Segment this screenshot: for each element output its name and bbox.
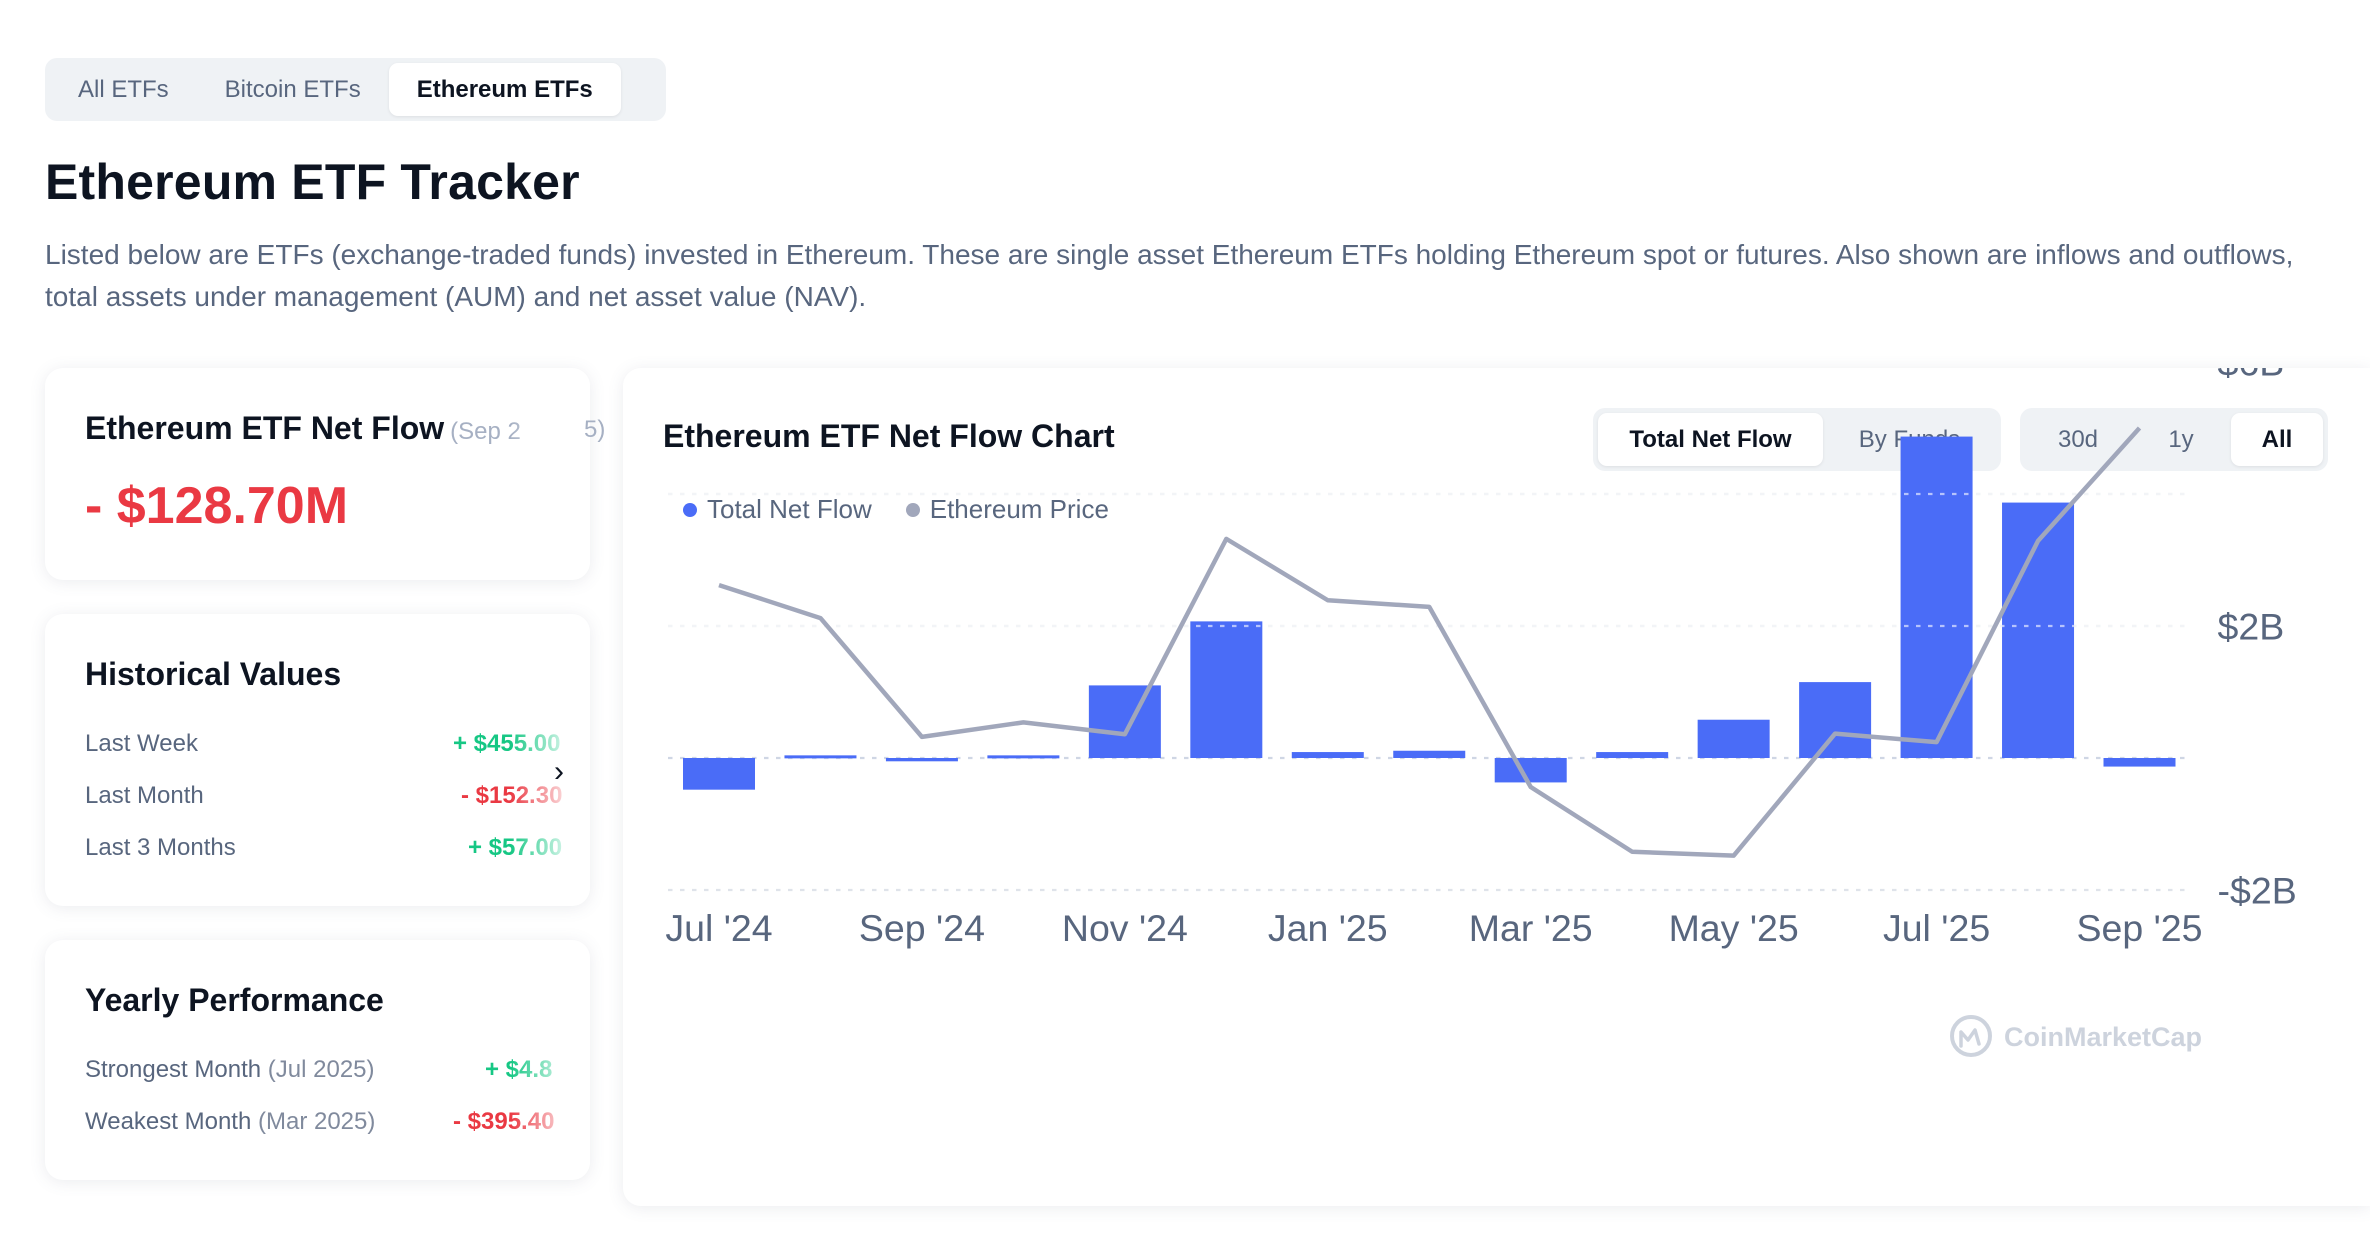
row-label: Last Week: [85, 730, 198, 757]
chart-range-toggle: 30d 1y All: [2020, 408, 2328, 471]
net-flow-date: (Sep 2: [450, 418, 521, 445]
x-tick-label: Jul '24: [665, 907, 772, 949]
chart-bars: [668, 436, 2191, 790]
card-fade: [510, 368, 590, 580]
chart-legend: Total Net Flow Ethereum Price: [683, 494, 1109, 525]
bar-apr-25: [1596, 752, 1669, 758]
historical-values-card: Historical Values Last Week + $455.00 La…: [45, 614, 590, 906]
y-tick-label: -$2B: [2218, 870, 2297, 912]
legend-label: Total Net Flow: [707, 494, 872, 524]
x-tick-label: Sep '24: [859, 907, 985, 949]
historical-row-last-month: Last Month - $152.30: [85, 782, 590, 810]
tab-bitcoin-etfs[interactable]: Bitcoin ETFs: [224, 76, 361, 103]
net-flow-title-text: Ethereum ETF Net Flow: [85, 410, 445, 446]
bar-jan-25: [1291, 752, 1364, 758]
x-tick-label: Nov '24: [1062, 907, 1188, 949]
page-description: Listed below are ETFs (exchange-traded f…: [45, 239, 2294, 312]
tab-ethereum-etfs[interactable]: Ethereum ETFs: [388, 63, 621, 116]
historical-row-last-3-months: Last 3 Months + $57.00: [85, 834, 590, 862]
legend-dot-icon: [905, 502, 920, 517]
bar-mar-25: [1494, 758, 1567, 783]
x-tick-label: May '25: [1669, 907, 1799, 949]
bar-sep-24: [885, 758, 958, 762]
row-value: + $455.00: [453, 730, 561, 757]
x-tick-label: Mar '25: [1469, 907, 1593, 949]
x-tick-label: Jul '25: [1883, 907, 1990, 949]
bar-dec-24: [1190, 621, 1263, 758]
net-flow-chart-card: Ethereum ETF Net Flow Chart Total Net Fl…: [623, 368, 2370, 1206]
coinmarketcap-watermark: CoinMarketCap: [1950, 1015, 2202, 1057]
legend-dot-icon: [683, 502, 697, 517]
historical-row-last-week: Last Week + $455.00: [85, 730, 590, 758]
bar-nov-24: [1088, 685, 1161, 758]
y-tick-label: $6B: [2218, 368, 2285, 384]
bar-may-25: [1697, 719, 1770, 758]
row-label: Last 3 Months: [85, 834, 236, 861]
row-label: Last Month: [85, 782, 204, 809]
coinmarketcap-logo-mark-icon: [1959, 1028, 1981, 1048]
legend-item-ethereum-price[interactable]: Ethereum Price: [905, 494, 1109, 525]
bar-jun-25: [1799, 682, 1872, 758]
range-30d-button[interactable]: 30d: [2057, 426, 2099, 453]
range-all-button[interactable]: All: [2231, 413, 2323, 466]
x-tick-label: Jan '25: [1268, 907, 1388, 949]
legend-item-total-net-flow[interactable]: Total Net Flow: [683, 494, 872, 525]
chart-price-line: [718, 426, 2142, 858]
y-axis: $6B $2B -$2B: [2218, 368, 2297, 912]
row-detail: (Mar 2025): [257, 1108, 376, 1135]
net-flow-title: Ethereum ETF Net Flow (Sep 2: [85, 410, 521, 447]
legend-label: Ethereum Price: [929, 494, 1109, 524]
row-value: + $57.00: [468, 834, 563, 861]
y-tick-label: $2B: [2218, 606, 2285, 648]
bar-oct-24: [987, 755, 1060, 759]
net-flow-chart: $6B $2B -$2B Jul '24 Sep '24 Nov '24 Jan '25 M…: [665, 368, 2297, 1057]
chevron-right-icon[interactable]: ›: [554, 755, 564, 788]
watermark-text: CoinMarketCap: [2004, 1022, 2202, 1052]
yearly-performance-card: Yearly Performance Strongest Month (Jul …: [45, 940, 590, 1180]
net-flow-value: - $128.70M: [85, 477, 349, 535]
row-detail: (Jul 2025): [267, 1056, 375, 1083]
etf-category-tabs: All ETFs Bitcoin ETFs Ethereum ETFs: [45, 58, 666, 121]
range-1y-button[interactable]: 1y: [2168, 426, 2194, 453]
bar-aug-24: [784, 755, 857, 759]
row-value: - $152.30: [461, 782, 563, 809]
row-label: Strongest Month: [85, 1056, 262, 1083]
yearly-performance-title: Yearly Performance: [85, 982, 384, 1018]
historical-values-title: Historical Values: [85, 656, 342, 692]
x-tick-label: Sep '25: [2076, 907, 2202, 949]
row-value: - $395.40: [453, 1108, 555, 1135]
chart-title: Ethereum ETF Net Flow Chart: [663, 418, 1115, 454]
yearly-row-weakest-month: Weakest Month (Mar 2025) - $395.40: [85, 1108, 590, 1136]
bar-sep-25: [2103, 758, 2176, 767]
x-axis: Jul '24 Sep '24 Nov '24 Jan '25 Mar '25 May '…: [665, 907, 2202, 949]
page-title: Ethereum ETF Tracker: [45, 154, 580, 210]
row-value: + $4.8: [485, 1056, 553, 1083]
net-flow-card: Ethereum ETF Net Flow (Sep 2 - $128.70M: [45, 368, 590, 580]
yearly-row-strongest-month: Strongest Month (Jul 2025) + $4.8: [85, 1056, 590, 1084]
view-total-net-flow-button[interactable]: Total Net Flow: [1598, 413, 1823, 466]
bar-feb-25: [1393, 750, 1466, 758]
bar-jul-24: [683, 758, 755, 790]
row-label: Weakest Month: [85, 1108, 252, 1135]
tab-all-etfs[interactable]: All ETFs: [78, 76, 169, 103]
coinmarketcap-logo-icon: [1950, 1015, 1992, 1057]
net-flow-date-tail: 5): [584, 416, 606, 443]
bar-jul-25: [1900, 436, 1973, 758]
